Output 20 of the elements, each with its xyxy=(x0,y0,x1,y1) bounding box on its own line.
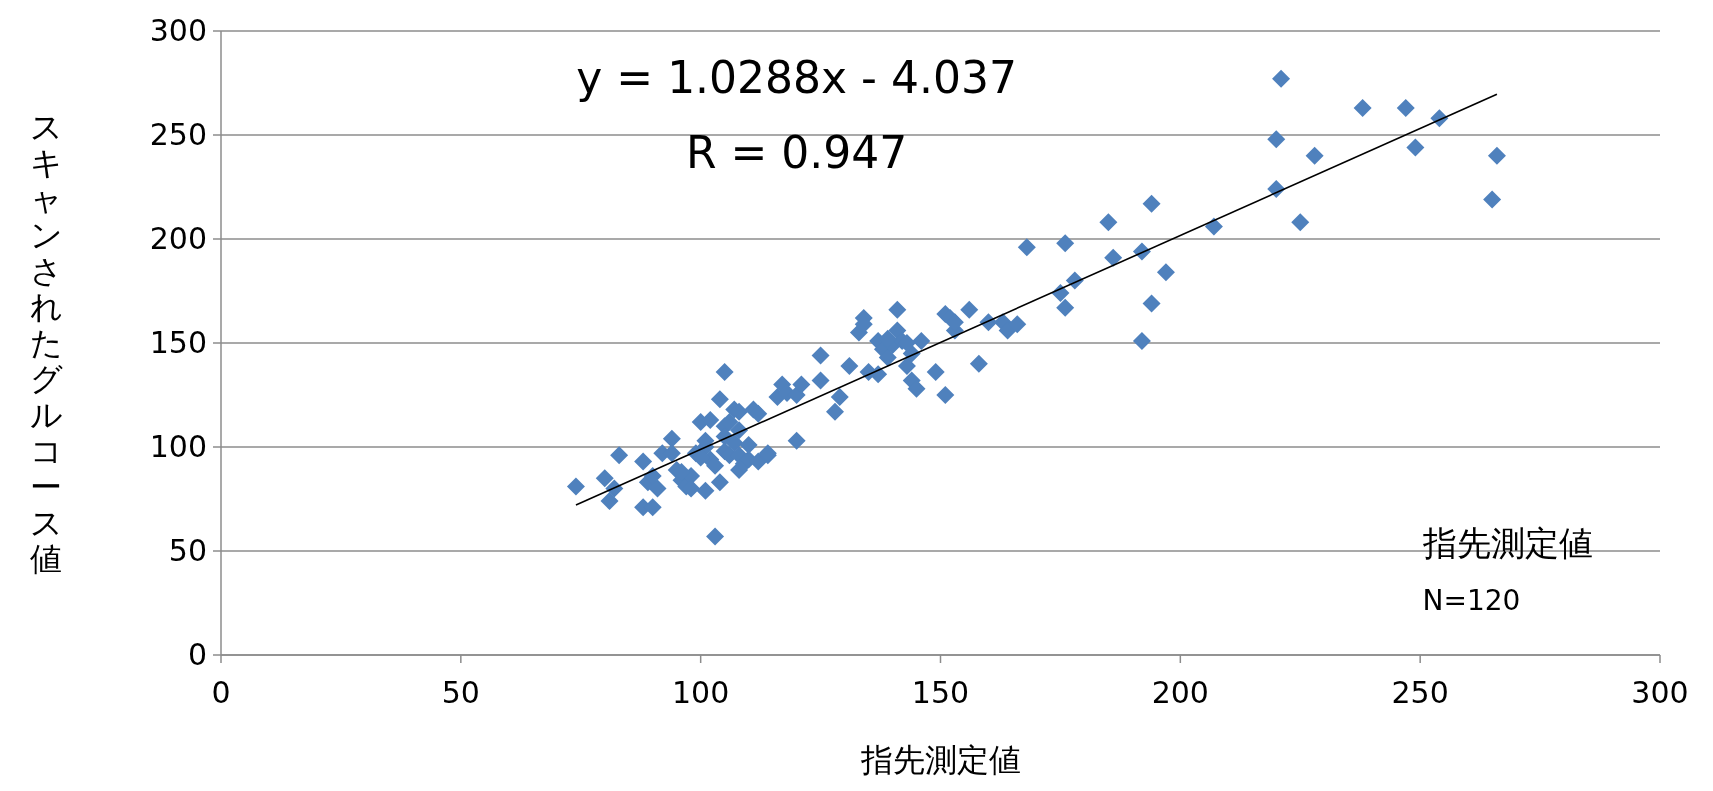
y-tick-label: 250 xyxy=(149,117,207,152)
y-tick-label: 200 xyxy=(149,221,207,256)
annotation: y = 1.0288x - 4.037 xyxy=(576,51,1017,103)
x-tick-label: 300 xyxy=(1631,675,1689,710)
annotation: R = 0.947 xyxy=(685,126,908,178)
x-tick-label: 100 xyxy=(672,675,730,710)
annotation: N=120 xyxy=(1422,583,1521,617)
x-tick-label: 0 xyxy=(211,675,231,710)
y-tick-label: 100 xyxy=(149,429,207,464)
y-tick-label: 300 xyxy=(149,13,207,48)
y-tick-label: 50 xyxy=(168,533,207,568)
annotation: 指先測定値 xyxy=(1421,523,1593,564)
x-tick-label: 50 xyxy=(441,675,480,710)
y-tick-label: 150 xyxy=(149,325,207,360)
x-tick-label: 200 xyxy=(1151,675,1209,710)
x-axis-title: 指先測定値 xyxy=(859,741,1021,779)
y-tick-label: 0 xyxy=(187,637,207,672)
x-tick-label: 250 xyxy=(1391,675,1449,710)
text: スキャンされたグルコース値 xyxy=(29,108,63,578)
x-tick-label: 150 xyxy=(911,675,970,710)
